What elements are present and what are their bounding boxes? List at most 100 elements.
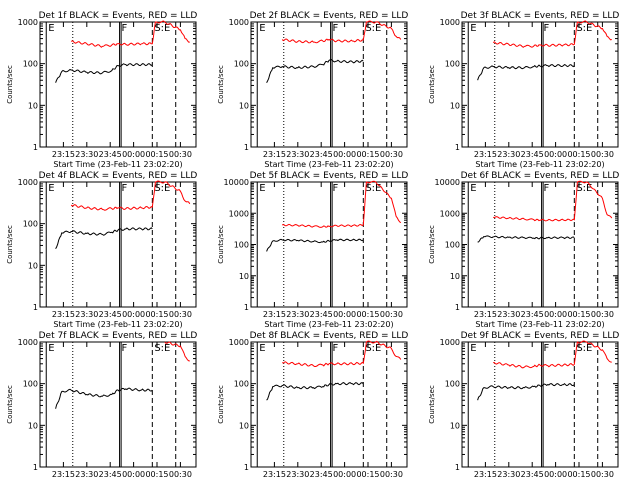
x-tick-label: 23:30 — [286, 310, 309, 319]
x-tick-label: 23:45 — [521, 310, 544, 319]
detector-panel-6: Det 6f BLACK = Events, RED = LLD 1 10 100 10… — [428, 171, 619, 329]
events-series-line — [266, 59, 364, 83]
event-marker-label: S:E — [365, 183, 381, 194]
y-tick-label: 10 — [450, 101, 460, 110]
x-tick-label: 23:30 — [75, 470, 98, 479]
y-tick-label: 10000 — [435, 178, 460, 187]
x-tick-label: 23:30 — [286, 470, 309, 479]
y-tick-label: 1 — [244, 463, 249, 472]
lld-series-line — [281, 20, 402, 44]
event-marker-label: S:E — [576, 183, 592, 194]
panel-title: Det 2f BLACK = Events, RED = LLD — [250, 11, 409, 21]
detector-panel-2: Det 2f BLACK = Events, RED = LLD 1 10 100 10… — [217, 11, 408, 169]
plot-frame — [250, 341, 408, 468]
y-axis-label: Counts/sec — [6, 385, 14, 424]
x-tick-label: 23:45 — [99, 150, 122, 159]
panel-title: Det 8f BLACK = Events, RED = LLD — [250, 331, 409, 341]
event-marker-label: E — [48, 183, 54, 194]
event-marker-label: E — [259, 343, 265, 354]
y-tick-label: 1000 — [18, 338, 38, 347]
detector-panel-9: Det 9f BLACK = Events, RED = LLD 1 10 100 10… — [428, 331, 620, 479]
x-tick-label: 00:00 — [333, 310, 356, 319]
plot-frame — [250, 21, 408, 148]
y-tick-label: 10000 — [224, 178, 249, 187]
event-marker-label: F — [333, 183, 339, 194]
x-tick-label: 23:30 — [497, 470, 520, 479]
panel-title: Det 4f BLACK = Events, RED = LLD — [39, 171, 198, 181]
y-tick-label: 10 — [28, 261, 38, 270]
x-tick-label: 00:30 — [591, 470, 614, 479]
event-marker-label: S:E — [576, 23, 592, 34]
x-tick-label: 23:30 — [75, 310, 98, 319]
event-marker-label: F — [333, 23, 339, 34]
x-tick-label: 00:15 — [567, 150, 590, 159]
x-tick-label: 00:30 — [591, 310, 614, 319]
x-tick-label: 23:15 — [474, 150, 497, 159]
y-tick-label: 10 — [239, 101, 249, 110]
y-tick-label: 1 — [455, 463, 460, 472]
x-tick-label: 23:30 — [497, 150, 520, 159]
event-marker-label: E — [259, 183, 265, 194]
y-tick-label: 1000 — [18, 178, 38, 187]
x-tick-label: 23:15 — [263, 470, 286, 479]
x-tick-label: 00:00 — [122, 150, 145, 159]
x-tick-label: 23:15 — [474, 310, 497, 319]
lld-series-line — [493, 340, 612, 369]
plot-frame — [39, 21, 197, 148]
x-tick-label: 00:00 — [122, 470, 145, 479]
x-tick-label: 00:30 — [380, 310, 403, 319]
lld-series-line — [70, 20, 190, 48]
x-tick-label: 00:00 — [333, 150, 356, 159]
events-series-line — [266, 382, 364, 401]
panel-title: Det 5f BLACK = Events, RED = LLD — [250, 171, 409, 181]
events-series-line — [266, 238, 364, 252]
x-tick-label: 00:15 — [145, 470, 168, 479]
lld-series-line — [492, 180, 613, 222]
x-tick-label: 23:15 — [52, 310, 75, 319]
event-marker-label: F — [544, 183, 550, 194]
x-tick-label: 23:30 — [286, 150, 309, 159]
y-tick-label: 10 — [239, 272, 249, 281]
plot-frame — [461, 21, 619, 148]
events-series-line — [477, 235, 575, 243]
y-axis-label: Counts/sec — [428, 385, 436, 424]
event-marker-label: S:E — [365, 343, 381, 354]
detector-panel-7: Det 7f BLACK = Events, RED = LLD 1 10 100 10… — [6, 331, 197, 479]
y-tick-label: 1 — [33, 303, 38, 312]
y-axis-label: Counts/sec — [217, 225, 225, 264]
events-series-line — [55, 227, 153, 250]
x-tick-label: 23:45 — [521, 470, 544, 479]
events-series-line — [477, 64, 575, 81]
y-tick-label: 1 — [33, 143, 38, 152]
x-tick-label: 23:15 — [52, 470, 75, 479]
detector-panel-1: Det 1f BLACK = Events, RED = LLD 1 10 100 10… — [6, 11, 197, 169]
y-tick-label: 1000 — [440, 338, 460, 347]
event-marker-label: E — [470, 23, 476, 34]
x-tick-label: 00:30 — [380, 470, 403, 479]
event-marker-label: S:E — [365, 23, 381, 34]
x-tick-label: 23:30 — [75, 150, 98, 159]
panel-title: Det 3f BLACK = Events, RED = LLD — [461, 11, 620, 21]
y-tick-label: 1 — [455, 303, 460, 312]
events-series-line — [477, 383, 575, 401]
y-axis-label: Counts/sec — [6, 225, 14, 264]
x-tick-label: 00:15 — [567, 310, 590, 319]
x-tick-label: 23:45 — [521, 150, 544, 159]
y-axis-label: Counts/sec — [428, 225, 436, 264]
x-tick-label: 23:45 — [99, 310, 122, 319]
x-tick-label: 00:00 — [544, 150, 567, 159]
event-marker-label: F — [122, 343, 128, 354]
event-marker-label: E — [48, 23, 54, 34]
x-tick-label: 00:15 — [356, 310, 379, 319]
x-tick-label: 23:15 — [52, 150, 75, 159]
panel-title: Det 9f BLACK = Events, RED = LLD — [461, 331, 620, 341]
y-tick-label: 10 — [239, 421, 249, 430]
x-tick-label: 00:30 — [169, 310, 192, 319]
y-tick-label: 1 — [244, 303, 249, 312]
lld-series-line — [164, 341, 190, 362]
y-tick-label: 10 — [28, 101, 38, 110]
x-axis-label: Start Time (23-Feb-11 23:02:20) — [264, 320, 393, 329]
panel-title: Det 1f BLACK = Events, RED = LLD — [39, 11, 198, 21]
y-tick-label: 1000 — [229, 18, 249, 27]
